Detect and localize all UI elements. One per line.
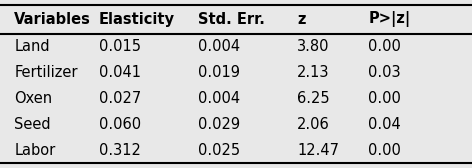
Text: 0.00: 0.00 (368, 91, 401, 106)
Text: 0.019: 0.019 (198, 65, 240, 80)
Text: P>|z|: P>|z| (368, 11, 411, 27)
Text: Labor: Labor (14, 142, 55, 158)
Text: Elasticity: Elasticity (99, 12, 175, 27)
Text: Std. Err.: Std. Err. (198, 12, 265, 27)
Text: 3.80: 3.80 (297, 39, 330, 54)
Text: 2.13: 2.13 (297, 65, 330, 80)
Text: 0.004: 0.004 (198, 39, 240, 54)
Text: 0.060: 0.060 (99, 117, 141, 132)
Text: 0.312: 0.312 (99, 142, 141, 158)
Text: Seed: Seed (14, 117, 51, 132)
Text: Oxen: Oxen (14, 91, 52, 106)
Text: Land: Land (14, 39, 50, 54)
Text: 0.03: 0.03 (368, 65, 401, 80)
Text: 0.041: 0.041 (99, 65, 141, 80)
Text: 12.47: 12.47 (297, 142, 339, 158)
Text: 0.04: 0.04 (368, 117, 401, 132)
Text: 2.06: 2.06 (297, 117, 330, 132)
Text: 0.004: 0.004 (198, 91, 240, 106)
Text: 6.25: 6.25 (297, 91, 330, 106)
Text: z: z (297, 12, 306, 27)
Text: 0.00: 0.00 (368, 142, 401, 158)
Text: 0.027: 0.027 (99, 91, 142, 106)
Text: 0.029: 0.029 (198, 117, 240, 132)
Text: 0.00: 0.00 (368, 39, 401, 54)
Text: 0.015: 0.015 (99, 39, 141, 54)
Text: Variables: Variables (14, 12, 91, 27)
Text: Fertilizer: Fertilizer (14, 65, 78, 80)
Text: 0.025: 0.025 (198, 142, 240, 158)
